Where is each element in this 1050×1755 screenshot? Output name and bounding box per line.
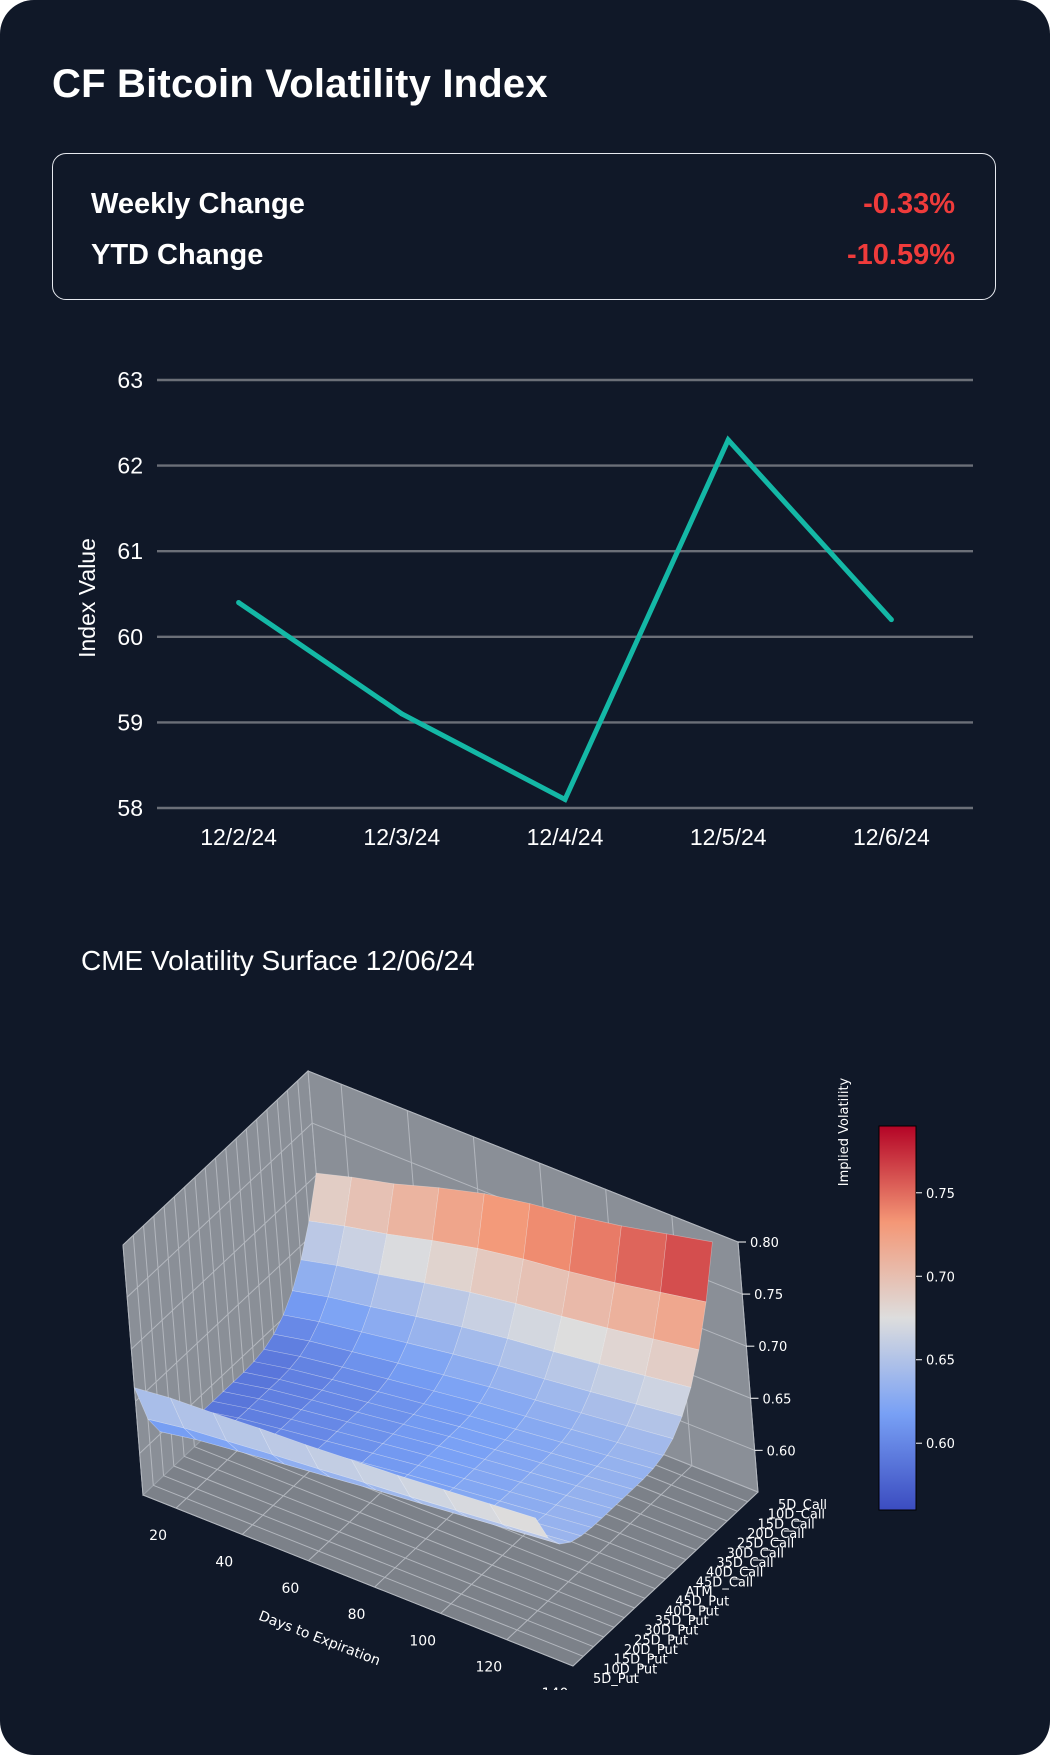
y-tick-label: 45D_Call xyxy=(696,1575,753,1590)
y-tick-label: 10D_Put xyxy=(603,1662,657,1677)
y-tick-label: 20D_Call xyxy=(747,1527,804,1542)
surface-cell xyxy=(586,1465,644,1490)
surface-cell xyxy=(545,1504,603,1528)
page-title: CF Bitcoin Volatility Index xyxy=(52,62,548,106)
ytd-change-value: -10.59% xyxy=(846,238,955,271)
surface-cell xyxy=(308,1172,353,1227)
surface-cell xyxy=(477,1193,531,1260)
x-tick-label: 120 xyxy=(475,1660,502,1676)
surface-title: CME Volatility Surface 12/06/24 xyxy=(81,945,475,976)
index-series-line xyxy=(237,435,894,803)
colorbar-tick-label: 0.65 xyxy=(926,1354,955,1369)
z-tick-label: 0.70 xyxy=(758,1340,787,1355)
data-point xyxy=(399,711,405,717)
data-point xyxy=(888,617,894,623)
index-line-chart: 58 59 60 61 62 63 12/2/24 12/3/24 12/4/24 12/5/24… xyxy=(74,367,973,850)
surface-cell xyxy=(565,1485,623,1509)
weekly-change-value: -0.33% xyxy=(863,187,955,220)
x-tick-label: 12/6/24 xyxy=(853,824,930,850)
ytd-change-row: YTD Change -10.59% xyxy=(91,235,955,275)
z-tick-label: 0.75 xyxy=(754,1288,783,1303)
y-tick-label: 63 xyxy=(117,367,143,393)
left-grid-z xyxy=(126,1122,313,1298)
x-tick-label: 12/4/24 xyxy=(527,824,604,850)
y-tick-label: 30D_Call xyxy=(727,1546,784,1561)
left-grid-z xyxy=(135,1226,321,1402)
x-tick-label: 140 xyxy=(542,1686,569,1690)
left-grid-z xyxy=(130,1174,317,1350)
wall-grid-y xyxy=(122,1244,144,1496)
y-axis-label: Index Value xyxy=(74,538,100,658)
z-tick-label: 0.80 xyxy=(750,1236,779,1251)
data-point xyxy=(236,600,242,606)
x-tick-label: 100 xyxy=(409,1633,436,1649)
z-tick-label: 0.60 xyxy=(767,1444,796,1459)
y-tick-label: 25D_Call xyxy=(737,1537,794,1552)
floor-grid-y xyxy=(142,1494,574,1667)
y-tick-label: 60 xyxy=(117,624,143,650)
x-tick-label: 60 xyxy=(281,1581,299,1597)
surface-cell xyxy=(555,1495,613,1519)
surface-cell xyxy=(616,1425,674,1456)
y-tick-label: 45D_Put xyxy=(675,1595,729,1610)
y-tick-label: 61 xyxy=(117,538,143,564)
z-tick-label: 0.65 xyxy=(763,1392,792,1407)
surface-cell xyxy=(488,1503,549,1539)
surface-cell xyxy=(568,1215,622,1284)
y-tick-label: 40D_Call xyxy=(706,1566,763,1581)
floor-grid-y xyxy=(183,1455,615,1628)
x-tick-label: 20 xyxy=(149,1528,167,1544)
y-tick-label: 5D_Call xyxy=(778,1498,827,1513)
colorbar-tick-label: 0.70 xyxy=(926,1270,955,1285)
y-tick-label: 5D_Put xyxy=(593,1672,639,1687)
floor-grid-y xyxy=(173,1465,605,1638)
back-grid-z xyxy=(307,1070,739,1243)
y-tick-label: ATM xyxy=(686,1585,713,1600)
colorbar xyxy=(878,1125,917,1511)
y-tick-label: 10D_Call xyxy=(768,1508,825,1523)
y-tick-label: 40D_Put xyxy=(665,1604,719,1619)
floor-grid-y xyxy=(153,1484,584,1657)
surface-cell xyxy=(378,1233,433,1284)
y-tick-label: 35D_Call xyxy=(716,1556,773,1571)
surface-cell xyxy=(660,1233,713,1303)
y-tick-label: 15D_Put xyxy=(614,1653,668,1668)
weekly-change-row: Weekly Change -0.33% xyxy=(91,184,955,224)
y-tick-label: 62 xyxy=(117,453,143,479)
surface-cell xyxy=(534,1513,593,1537)
volatility-surface-chart: 20406080100120140Days to Expiration5D_Pu… xyxy=(122,1069,955,1690)
colorbar-tick-label: 0.75 xyxy=(926,1187,955,1202)
data-point xyxy=(562,796,568,802)
floor-grid-y xyxy=(163,1475,594,1648)
y-tick-label: 20D_Put xyxy=(624,1643,678,1658)
floor-grid-y xyxy=(194,1446,625,1619)
x-tick-label: 40 xyxy=(215,1554,233,1570)
weekly-change-label: Weekly Change xyxy=(91,187,305,220)
data-point xyxy=(725,437,731,443)
surface-cell xyxy=(431,1187,485,1249)
x-tick-label: 12/2/24 xyxy=(200,824,277,850)
x-tick-label: 12/5/24 xyxy=(690,824,767,850)
y-tick-label: 35D_Put xyxy=(655,1614,709,1629)
y-tick-label: 59 xyxy=(117,709,143,735)
x-tick-label: 80 xyxy=(348,1607,366,1623)
floor-grid-y xyxy=(204,1436,635,1609)
y-tick-label: 58 xyxy=(117,795,143,821)
y-tick-label: 15D_Call xyxy=(757,1517,814,1532)
x-tick-label: 12/3/24 xyxy=(363,824,440,850)
stats-box: Weekly Change -0.33% YTD Change -10.59% xyxy=(52,153,996,300)
left-grid-z xyxy=(122,1070,309,1246)
y-tick-label: 30D_Put xyxy=(644,1624,698,1639)
z-axis-label: Implied Volatility xyxy=(837,1077,852,1186)
surface-cell xyxy=(344,1176,395,1235)
colorbar-tick-label: 0.60 xyxy=(926,1437,955,1452)
surface-cell xyxy=(386,1183,440,1241)
surface-cell xyxy=(614,1225,668,1293)
ytd-change-label: YTD Change xyxy=(91,238,264,271)
y-tick-label: 25D_Put xyxy=(634,1633,688,1648)
